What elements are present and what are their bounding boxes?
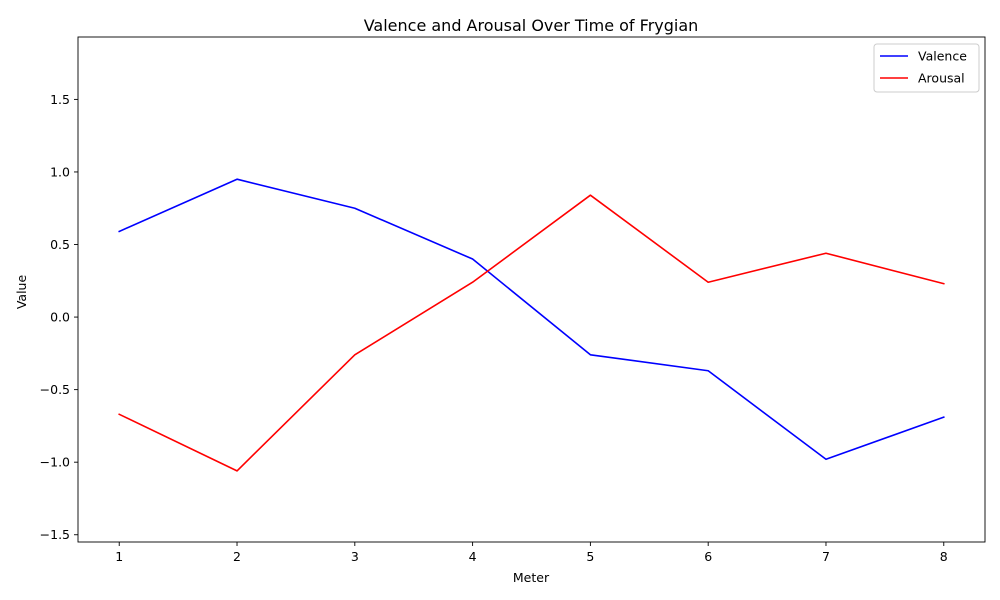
x-tick-label: 5 — [586, 549, 594, 564]
legend-label-arousal: Arousal — [918, 71, 965, 86]
x-tick-label: 8 — [940, 549, 948, 564]
x-tick-label: 7 — [822, 549, 830, 564]
y-tick-label: 1.0 — [50, 164, 70, 179]
y-tick-label: 1.5 — [50, 92, 70, 107]
y-tick-label: −1.0 — [40, 455, 70, 470]
series-line-arousal — [118, 194, 945, 472]
legend-label-valence: Valence — [918, 49, 967, 64]
y-tick-label: −1.5 — [40, 527, 70, 542]
axes-frame — [77, 36, 986, 543]
x-tick-label: 4 — [469, 549, 477, 564]
y-axis-label: Value — [14, 275, 29, 310]
plot-area: 1 2 3 4 5 6 7 8 −1.5 −1.0 −0.5 0.0 0.5 1.0 1.5 — [40, 36, 986, 564]
series-line-valence — [118, 178, 945, 461]
x-axis-label: Meter — [513, 570, 550, 585]
y-tick-label: 0.0 — [50, 310, 70, 325]
y-tick-label: 0.5 — [50, 237, 70, 252]
y-tick-label: −0.5 — [40, 382, 70, 397]
chart-title: Valence and Arousal Over Time of Frygian — [364, 16, 699, 35]
x-tick-label: 6 — [704, 549, 712, 564]
x-tick-label: 2 — [233, 549, 241, 564]
x-tick-label: 3 — [351, 549, 359, 564]
x-tick-label: 1 — [115, 549, 123, 564]
legend: Valence Arousal — [873, 43, 980, 93]
